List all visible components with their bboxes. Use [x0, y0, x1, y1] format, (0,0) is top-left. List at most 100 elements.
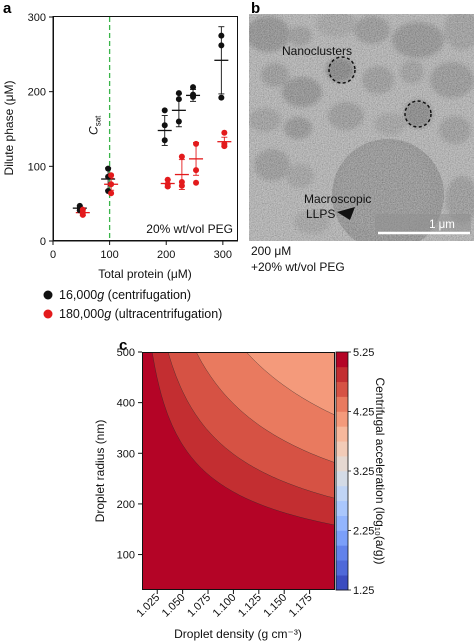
data-point-ultracentrifugation — [221, 143, 228, 150]
data-point-centrifugation — [218, 32, 225, 39]
csat-label-sub: sat — [94, 115, 103, 126]
data-point-ultracentrifugation — [164, 183, 171, 190]
legend-ultracentrifugation-speed: 180,000 — [59, 307, 104, 321]
c-y-axis-label: Droplet radius (nm) — [93, 420, 107, 523]
colorbar-tick-label: 3.25 — [353, 466, 374, 478]
tem-image — [249, 14, 474, 241]
colorbar-segment — [336, 530, 348, 546]
data-point-ultracentrifugation — [193, 167, 200, 174]
data-point-centrifugation — [218, 42, 225, 49]
data-point-ultracentrifugation — [193, 140, 200, 147]
data-point-ultracentrifugation — [164, 176, 171, 183]
contour-band — [142, 352, 335, 590]
a-x-tick-label: 300 — [214, 249, 232, 261]
legend-ultracentrifugation-desc: (ultracentrifugation) — [111, 307, 222, 321]
legend-marker-ultracentrifugation — [43, 309, 53, 319]
legend-centrifugation-speed: 16,000 — [59, 288, 97, 302]
c-y-tick-label: 300 — [117, 448, 135, 460]
colorbar-segment — [336, 426, 348, 442]
data-point-centrifugation — [190, 93, 197, 100]
tem-grain — [249, 14, 474, 241]
c-x-tick-label: 1.050 — [160, 592, 188, 620]
c-x-tick-label: 1.125 — [236, 592, 264, 620]
colorbar-tick-label: 1.25 — [353, 585, 374, 597]
c-x-tick-label: 1.075 — [185, 592, 213, 620]
colorbar-segment — [336, 500, 348, 516]
panel-label-c: c — [119, 337, 127, 354]
c-plot-frame — [142, 352, 335, 590]
nanocluster-circle-2 — [404, 100, 432, 128]
colorbar: 1.25 2.25 3.25 4.25 5.25 — [335, 347, 374, 597]
c-x-tick-label: 1.100 — [211, 592, 239, 620]
legend-label-ultracentrifugation: 180,000g (ultracentrifugation) — [59, 307, 222, 321]
data-point-centrifugation — [175, 96, 182, 103]
data-point-ultracentrifugation — [108, 190, 115, 197]
legend: 16,000g (centrifugation) 180,000g (ultra… — [43, 288, 222, 321]
data-point-centrifugation — [161, 122, 168, 129]
colorbar-segment — [336, 396, 348, 412]
colorbar-segment — [336, 471, 348, 487]
a-annotation: 20% wt/vol PEG — [146, 222, 233, 236]
c-y-tick-label: 500 — [117, 347, 135, 359]
data-point-ultracentrifugation — [178, 182, 185, 189]
data-point-centrifugation — [105, 165, 112, 172]
colorbar-segment — [336, 575, 348, 591]
colorbar-tick-label: 2.25 — [353, 526, 374, 538]
label-llps: LLPS — [306, 207, 335, 221]
a-y-tick-label: 0 — [40, 236, 46, 248]
colorbar-segment — [336, 441, 348, 457]
data-point-ultracentrifugation — [79, 211, 86, 218]
colorbar-segment — [336, 411, 348, 427]
data-point-ultracentrifugation — [178, 153, 185, 160]
a-x-axis-label: Total protein (μM) — [98, 267, 192, 281]
panel-b-micrograph: Nanoclusters Macroscopic LLPS 1 μm 200 μ… — [249, 14, 474, 274]
panel-a-scatter: 0 100 200 300 0 100 200 300 Csat 20% wt/vol PEG… — [2, 12, 238, 281]
colorbar-segment — [336, 456, 348, 472]
a-x-tick-label: 0 — [50, 249, 56, 261]
colorbar-segment — [336, 485, 348, 502]
legend-ultracentrifugation-g: g — [104, 307, 111, 321]
legend-centrifugation-desc: (centrifugation) — [104, 288, 191, 302]
label-macroscopic: Macroscopic — [304, 192, 371, 206]
a-y-tick-label: 300 — [28, 12, 46, 24]
c-x-tick-label: 1.175 — [287, 592, 315, 620]
data-point-centrifugation — [175, 118, 182, 125]
scalebar-label: 1 μm — [429, 219, 455, 231]
c-x-axis-label-text: Droplet density (g cm⁻³) — [174, 627, 302, 641]
a-y-tick-label: 200 — [28, 87, 46, 99]
colorbar-segment — [336, 560, 348, 576]
colorbar-segment — [336, 545, 348, 561]
c-x-tick-label: 1.150 — [261, 592, 289, 620]
data-point-centrifugation — [175, 90, 182, 97]
data-point-ultracentrifugation — [221, 129, 228, 136]
b-caption-peg: +20% wt/vol PEG — [251, 260, 345, 274]
c-y-tick-label: 400 — [117, 398, 135, 410]
colorbar-segment — [336, 381, 348, 397]
colorbar-segment — [336, 515, 348, 531]
panel-label-b: b — [251, 0, 260, 17]
contour-fill — [142, 352, 335, 590]
data-point-centrifugation — [190, 84, 197, 91]
c-x-tick-label: 1.025 — [134, 592, 162, 620]
csat-label: Csat — [87, 115, 103, 135]
c-y-tick-label: 200 — [117, 499, 135, 511]
data-point-centrifugation — [161, 137, 168, 144]
panel-label-a: a — [3, 0, 12, 17]
colorbar-segment — [336, 352, 348, 368]
a-x-tick-label: 200 — [157, 249, 175, 261]
nanocluster-circle-1 — [328, 56, 356, 84]
llps-arrow-icon — [337, 207, 355, 220]
data-point-ultracentrifugation — [108, 172, 115, 179]
a-plot-frame — [53, 16, 238, 241]
c-x-axis-label: Droplet density (g cm⁻³) — [174, 627, 302, 641]
legend-label-centrifugation: 16,000g (centrifugation) — [59, 288, 191, 302]
data-point-centrifugation — [218, 94, 225, 101]
csat-label-main: C — [87, 126, 101, 135]
data-point-centrifugation — [161, 107, 168, 114]
colorbar-tick-label: 5.25 — [353, 347, 374, 359]
data-point-ultracentrifugation — [108, 181, 115, 188]
colorbar-tick-label: 4.25 — [353, 407, 374, 419]
a-y-tick-label: 100 — [28, 161, 46, 173]
